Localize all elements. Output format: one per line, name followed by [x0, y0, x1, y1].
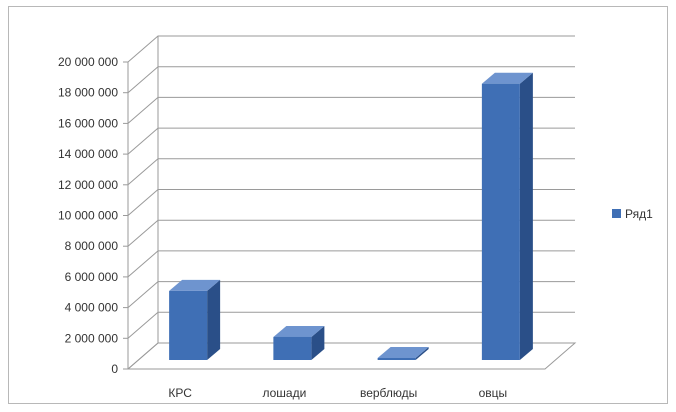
- bar: [481, 72, 533, 360]
- bar-front: [273, 336, 312, 360]
- legend-label: Ряд1: [625, 207, 653, 221]
- bar-front: [377, 358, 416, 360]
- bar: [169, 279, 221, 360]
- bar: [273, 325, 325, 360]
- axis-layer: [123, 36, 577, 370]
- legend-swatch: [612, 209, 621, 218]
- y-tick-label: 2 000 000: [65, 331, 119, 345]
- y-tick-label: 20 000 000: [58, 55, 118, 69]
- y-tick-label: 14 000 000: [58, 147, 118, 161]
- y-tick-label: 10 000 000: [58, 209, 118, 223]
- chart-frame: [8, 6, 668, 404]
- gridline: [127, 35, 575, 63]
- bar-side: [207, 279, 221, 360]
- y-tick-label: 12 000 000: [58, 178, 118, 192]
- legend: Ряд1: [612, 207, 653, 221]
- y-tick-label: 6 000 000: [65, 270, 119, 284]
- bar-front: [169, 290, 208, 360]
- y-tick-label: 16 000 000: [58, 116, 118, 130]
- bar-side: [415, 347, 429, 360]
- floor: [126, 342, 577, 370]
- y-tick-label: 0: [111, 362, 118, 376]
- bar-top: [481, 72, 533, 84]
- bar-front: [481, 83, 520, 360]
- bar-top: [377, 347, 429, 358]
- bar-side: [519, 72, 533, 360]
- bar-top: [169, 279, 221, 291]
- bar-side: [311, 325, 325, 360]
- bar-layer: [169, 72, 533, 360]
- y-tick-label: 4 000 000: [65, 301, 119, 315]
- bar: [377, 347, 429, 360]
- x-category-label: овцы: [479, 386, 508, 400]
- x-category-label: КРС: [168, 386, 192, 400]
- bar-top: [273, 325, 325, 337]
- y-tick-label: 18 000 000: [58, 86, 118, 100]
- x-category-label: лошади: [262, 386, 306, 400]
- label-layer: 0 2 000 000 4 000 000 6 000 000 8 000 000 10 …: [58, 55, 507, 400]
- y-tick-label: 8 000 000: [65, 239, 119, 253]
- x-category-label: верблюды: [360, 386, 417, 400]
